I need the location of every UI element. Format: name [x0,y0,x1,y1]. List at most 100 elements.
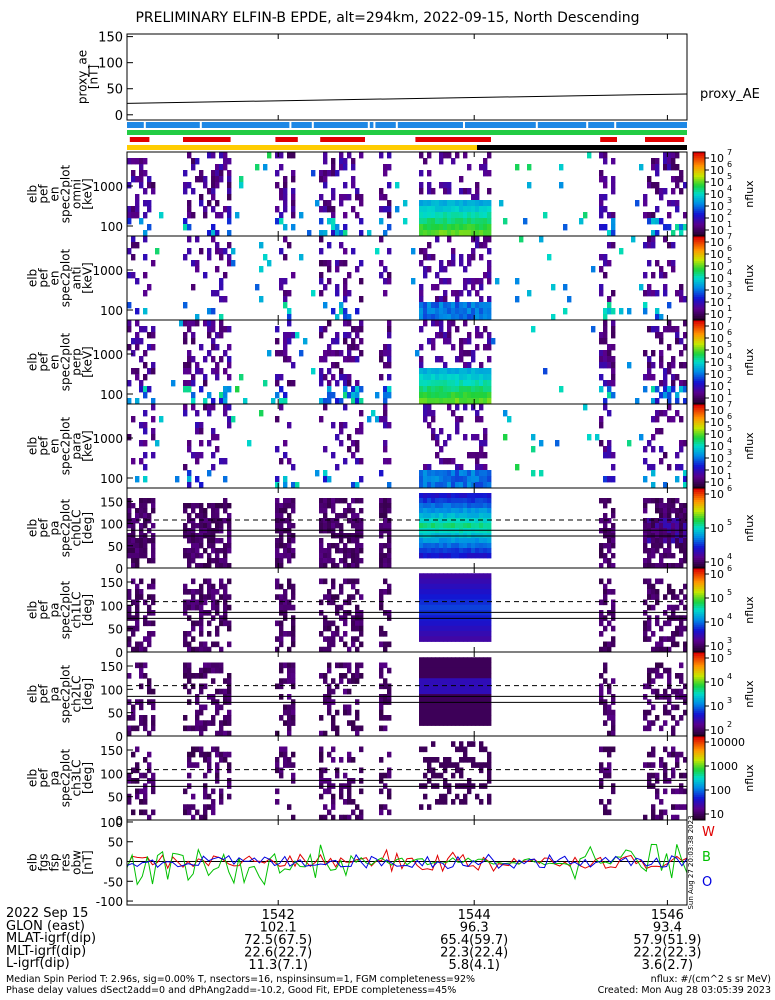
colorbar-cell [693,231,705,235]
spectrogram-pixel [383,503,388,509]
spectrogram-pixel [427,508,432,514]
spectrogram-pixel [211,326,216,333]
spectrogram-pixel [467,332,472,339]
spectrogram-pixel [483,440,488,447]
spectrogram-pixel [611,513,616,519]
spectrogram-pixel [435,230,440,237]
spectrogram-pixel [459,631,464,637]
spectrogram-pixel [611,158,616,165]
spectrogram-pixel [191,338,196,345]
spectrogram-pixel [467,218,472,225]
spectrogram-pixel [339,678,344,684]
colorbar-tick-label: 10 [710,452,724,465]
spectrogram-pixel [343,578,348,585]
colorbar-cell [693,500,705,503]
spectrogram-pixel [135,762,140,768]
spectrogram-pixel [455,678,460,684]
colorbar-cell [693,244,705,247]
spectrogram-pixel [471,302,476,309]
spectrogram-pixel [435,272,440,279]
spectrogram-pixel [431,636,436,642]
spectrogram-pixel [127,326,132,333]
spectrogram-pixel [651,678,656,684]
spectrogram-pixel [359,476,364,483]
spectrogram-pixel [447,583,452,590]
spectrogram-pixel [475,314,480,321]
spectrogram-pixel [275,757,280,763]
spectrogram-pixel [607,392,612,399]
spectrogram-pixel [603,543,608,549]
spectrogram-pixel [343,513,348,519]
spectrogram-pixel [431,518,436,524]
colorbar-cell [693,418,705,422]
spectrogram-pixel [355,392,360,399]
spectrogram-pixel [203,508,208,514]
spectrogram-pixel [347,434,352,441]
spectrogram-pixel [479,446,484,453]
spectrogram-pixel [479,688,484,695]
spectrogram-pixel [327,380,332,387]
spectrogram-pixel [383,589,388,595]
spectrogram-pixel [135,513,140,519]
colorbar-cell [693,502,705,505]
spectrogram-pixel [663,746,668,753]
spectrogram-pixel [203,804,208,810]
colorbar-tick-label: 10 [710,344,724,357]
spectrogram-pixel [667,368,672,375]
spectrogram-pixel [183,583,188,590]
spectrogram-pixel [227,762,232,768]
spectrogram-pixel [683,362,688,369]
spectrogram-pixel [435,218,440,225]
spectrogram-pixel [483,678,488,684]
spectrogram-pixel [679,715,684,721]
spectrogram-pixel [487,704,492,711]
spectrogram-pixel [207,332,212,339]
spectrogram-pixel [423,673,428,679]
spectrogram-pixel [607,688,612,695]
spectrogram-pixel [215,746,220,753]
colorbar-tick-label: 10 [710,616,724,629]
colorbar-cell [693,782,705,785]
spectrogram-pixel [647,667,652,674]
spectrogram-pixel [463,625,468,632]
spectrogram-pixel [635,200,640,207]
spectrogram-pixel [679,751,684,758]
spectrogram-pixel [127,673,132,679]
proxy-ae-frame [126,33,688,121]
colorbar-cell [693,374,705,378]
spectrogram-pixel [131,548,136,554]
spectrogram-pixel [419,543,424,549]
spectrogram-pixel [475,573,480,579]
spectrogram-pixel [611,725,616,732]
spectrogram-pixel [359,200,364,207]
spectrogram-pixel [651,272,656,279]
spectrogram-pixel [607,386,612,393]
spectrogram-pixel [207,767,212,774]
spectrogram-pixel [183,715,188,721]
spectrogram-pixel [139,641,144,648]
spectrogram-pixel [487,667,492,674]
spectrogram-pixel [447,332,452,339]
colorbar-cell [693,708,705,712]
spectrogram-pixel [211,678,216,684]
colorbar-tick-exp: 1 [727,304,732,313]
spectrogram-pixel [203,523,208,529]
spectrogram-pixel [427,464,432,471]
spectrogram-pixel [195,563,200,569]
spectrogram-pixel [435,678,440,684]
spectrogram-pixel [211,236,216,243]
colorbar-tick-label: 10 [710,476,724,489]
spectrogram-pixel [651,518,656,524]
spectrogram-pixel [323,182,328,189]
spectrogram-pixel [319,503,324,509]
colorbar-cell [693,522,705,525]
spectrogram-pixel [447,683,452,690]
spectrogram-pixel [439,482,444,489]
spectrogram-pixel [331,636,336,642]
spectrogram-pixel [599,416,604,423]
colorbar-cell [693,156,705,159]
ylabel-line: pef [37,768,51,788]
spectrogram-pixel [659,458,664,465]
spectrogram-pixel [339,793,344,800]
spectrogram-pixel [679,503,684,509]
